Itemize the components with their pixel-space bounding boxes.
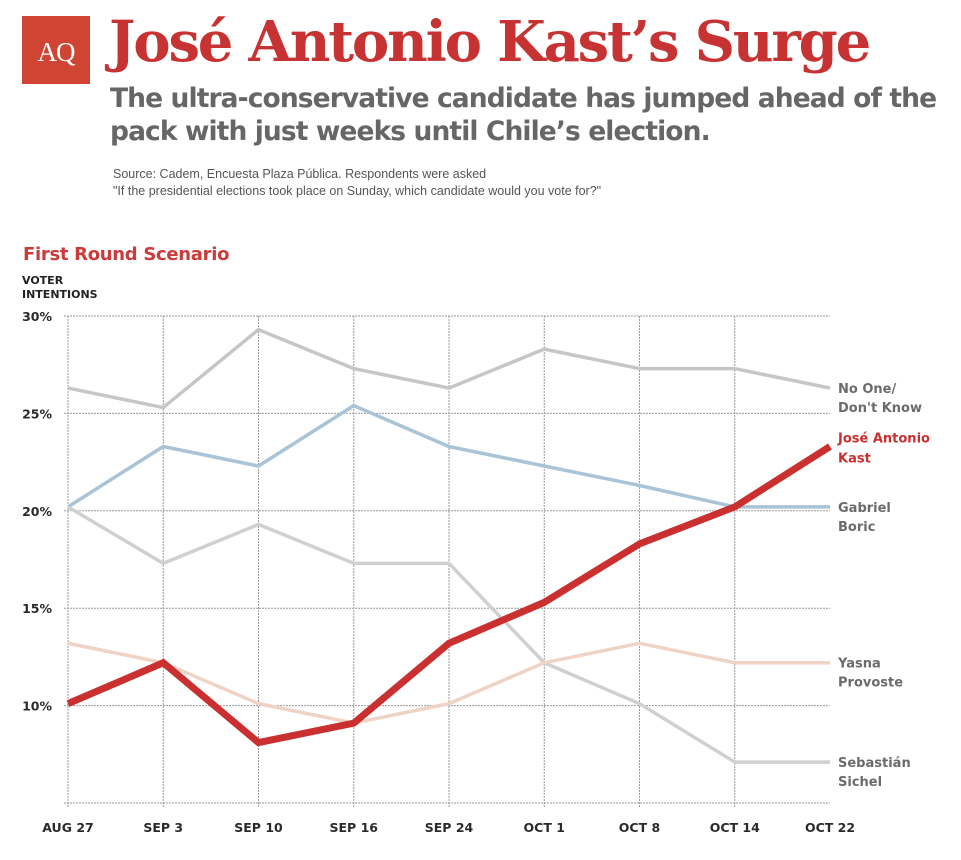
x-tick-label: SEP 16 xyxy=(330,820,379,835)
chart-title: First Round Scenario xyxy=(23,244,230,265)
y-tick-label: 20% xyxy=(22,504,52,519)
series-label-line: Sichel xyxy=(838,775,882,790)
y-tick-label: 25% xyxy=(22,406,52,421)
y-tick-label: 10% xyxy=(22,699,52,714)
page-title: José Antonio Kast’s Surge xyxy=(109,9,871,75)
series-label-gabriel-boric: Gabriel Boric xyxy=(838,501,891,535)
series-label-yasna-provoste: Yasna Provoste xyxy=(837,657,903,691)
series-label-line: Gabriel xyxy=(838,501,891,516)
series-label-line: Don't Know xyxy=(838,401,922,416)
x-tick-label: OCT 22 xyxy=(805,820,855,835)
series-label-line: No One/ xyxy=(838,382,896,397)
series-label-line: Boric xyxy=(838,520,875,535)
series-line-no-one-don-t-know xyxy=(67,327,831,410)
series-line-yasna-provoste xyxy=(67,641,830,725)
series-label-line: Provoste xyxy=(838,676,903,691)
series-label-line: José Antonio xyxy=(837,432,930,447)
series-label-sebastian-sichel: Sebastián Sichel xyxy=(838,756,911,790)
x-axis-ticks: AUG 27 SEP 3 SEP 10 SEP 16 SEP 24 OCT 1 OCT 8 O… xyxy=(42,820,855,835)
grid xyxy=(64,315,830,807)
series-label-line: Yasna xyxy=(837,657,881,672)
x-tick-label: SEP 3 xyxy=(143,820,183,835)
y-axis-label-line-2: INTENTIONS xyxy=(22,288,98,301)
page-subtitle: The ultra-conservative candidate has jum… xyxy=(110,83,937,147)
y-axis-ticks: 10% 15% 20% 25% 30% xyxy=(22,309,52,714)
y-axis-label-line-1: VOTER xyxy=(22,274,64,287)
series-line-sebastian-sichel xyxy=(67,505,830,764)
y-tick-label: 15% xyxy=(22,601,52,616)
source-note: Source: Cadem, Encuesta Plaza Pública. R… xyxy=(113,166,601,200)
x-tick-label: OCT 8 xyxy=(619,820,660,835)
x-tick-label: AUG 27 xyxy=(42,820,93,835)
series-labels: No One/Don't Know Gabriel Boric Sebastián Si… xyxy=(837,382,930,790)
series-line-gabriel-boric xyxy=(67,403,830,509)
series-label-line: Kast xyxy=(838,452,871,467)
series-label-jose-antonio-kast: José Antonio Kast xyxy=(837,432,930,467)
x-tick-label: OCT 14 xyxy=(710,820,760,835)
series-label-no-one-don-t-know: No One/Don't Know xyxy=(838,382,922,416)
y-tick-label: 30% xyxy=(22,309,52,324)
x-tick-label: SEP 10 xyxy=(234,820,283,835)
aq-logo: AQ xyxy=(22,16,90,84)
y-axis-label: VOTER INTENTIONS xyxy=(22,274,98,302)
source-line-1: Source: Cadem, Encuesta Plaza Pública. R… xyxy=(113,167,487,181)
x-tick-label: SEP 24 xyxy=(425,820,474,835)
series-lines xyxy=(66,327,832,764)
x-tick-label: OCT 1 xyxy=(524,820,565,835)
series-line-jose-antonio-kast xyxy=(66,443,832,747)
source-line-2: "If the presidential elections took plac… xyxy=(113,184,602,198)
series-label-line: Sebastián xyxy=(838,756,911,771)
aq-logo-text: AQ xyxy=(37,36,76,67)
